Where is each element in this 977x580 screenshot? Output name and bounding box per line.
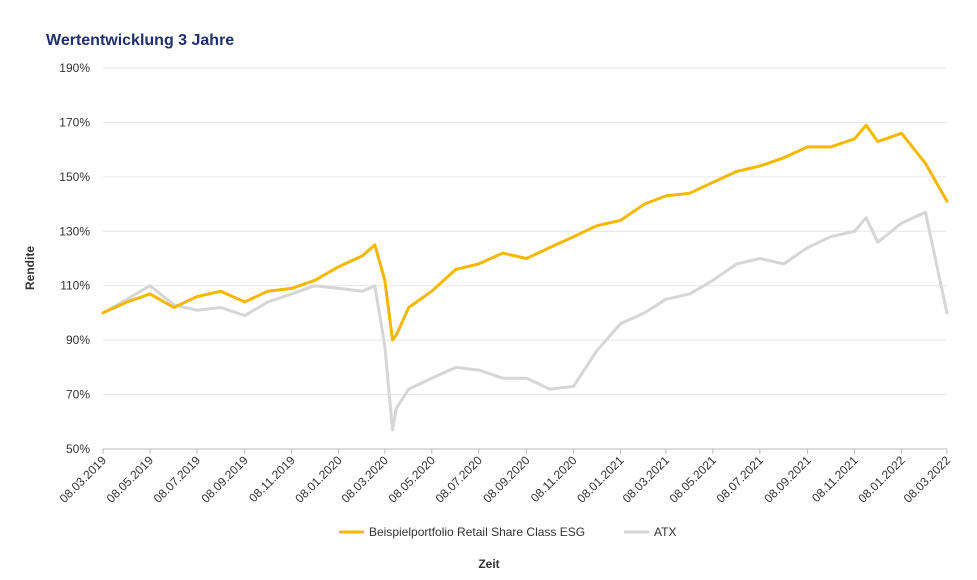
y-tick-label: 190% bbox=[59, 61, 90, 75]
series-line-portfolio bbox=[101, 123, 949, 342]
x-tick-label: 08.01.2022 bbox=[855, 453, 908, 506]
x-tick-label: 08.03.2022 bbox=[901, 453, 954, 506]
gridlines bbox=[103, 67, 947, 450]
legend-item-portfolio[interactable]: Beispielportfolio Retail Share Class ESG bbox=[339, 525, 585, 539]
y-tick-label: 110% bbox=[60, 279, 90, 293]
x-tick-label: 08.03.2020 bbox=[339, 453, 392, 506]
x-tick-label: 08.09.2019 bbox=[198, 453, 251, 506]
x-tick-label: 08.05.2021 bbox=[667, 453, 720, 506]
y-tick-label: 90% bbox=[66, 333, 90, 347]
x-tick-label: 08.07.2020 bbox=[433, 453, 486, 506]
legend-item-atx[interactable]: ATX bbox=[624, 525, 676, 539]
series-line-atx bbox=[101, 210, 949, 432]
x-tick-label: 08.11.2019 bbox=[246, 453, 298, 505]
legend-label: Beispielportfolio Retail Share Class ESG bbox=[369, 525, 585, 539]
y-axis-title: Rendite bbox=[23, 246, 37, 290]
x-tick-label: 08.05.2019 bbox=[104, 453, 157, 506]
x-tick-label: 08.03.2019 bbox=[57, 453, 110, 506]
y-tick-label: 50% bbox=[66, 442, 90, 456]
x-axis-ticks: 08.03.201908.05.201908.07.201908.09.2019… bbox=[57, 449, 954, 506]
x-tick-label: 08.07.2021 bbox=[714, 453, 767, 506]
y-tick-label: 130% bbox=[59, 224, 90, 238]
x-tick-label: 08.11.2021 bbox=[809, 453, 861, 505]
legend-label: ATX bbox=[654, 525, 676, 539]
x-tick-label: 08.09.2020 bbox=[480, 453, 533, 506]
legend: Beispielportfolio Retail Share Class ESG… bbox=[339, 525, 676, 539]
x-tick-label: 08.01.2021 bbox=[574, 453, 627, 506]
y-axis-ticks: 50% 70% 90% 110% 130% 150% 170% 190% bbox=[59, 61, 90, 456]
y-tick-label: 170% bbox=[59, 115, 90, 129]
x-tick-label: 08.05.2020 bbox=[386, 453, 439, 506]
x-tick-label: 08.03.2021 bbox=[620, 453, 673, 506]
chart-title: Wertentwicklung 3 Jahre bbox=[46, 32, 235, 49]
y-tick-label: 70% bbox=[66, 388, 90, 402]
y-tick-label: 150% bbox=[59, 170, 90, 184]
x-axis-title: Zeit bbox=[478, 557, 499, 571]
x-tick-label: 08.01.2020 bbox=[292, 453, 345, 506]
x-tick-label: 08.09.2021 bbox=[761, 453, 814, 506]
series-lines bbox=[101, 123, 949, 432]
x-tick-label: 08.07.2019 bbox=[151, 453, 204, 506]
x-tick-label: 08.11.2020 bbox=[528, 453, 580, 505]
